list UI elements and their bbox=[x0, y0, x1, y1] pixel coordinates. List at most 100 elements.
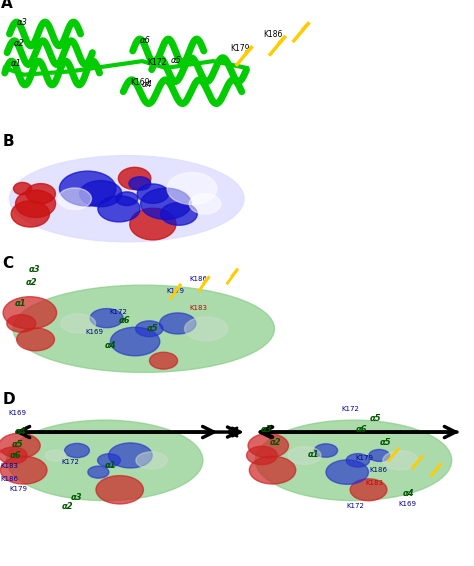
Text: K172: K172 bbox=[346, 503, 364, 508]
Ellipse shape bbox=[98, 196, 140, 222]
Text: α3: α3 bbox=[17, 19, 27, 28]
Text: α2: α2 bbox=[270, 438, 282, 447]
Ellipse shape bbox=[136, 321, 163, 337]
Ellipse shape bbox=[141, 188, 191, 220]
Ellipse shape bbox=[7, 420, 203, 500]
Text: α2: α2 bbox=[13, 39, 24, 48]
Text: α2: α2 bbox=[62, 503, 73, 512]
Text: K172: K172 bbox=[341, 406, 359, 412]
Text: α5: α5 bbox=[171, 56, 182, 65]
Ellipse shape bbox=[90, 308, 123, 328]
Ellipse shape bbox=[80, 181, 122, 207]
Ellipse shape bbox=[369, 449, 390, 461]
Ellipse shape bbox=[0, 447, 27, 464]
Ellipse shape bbox=[189, 194, 221, 214]
Text: α3: α3 bbox=[71, 493, 83, 502]
Text: α6: α6 bbox=[9, 452, 21, 461]
Text: α4: α4 bbox=[104, 341, 116, 350]
Text: α4: α4 bbox=[403, 489, 415, 498]
Ellipse shape bbox=[160, 313, 196, 334]
Text: K169: K169 bbox=[130, 78, 150, 87]
Text: α3: α3 bbox=[28, 265, 40, 274]
Text: α6: α6 bbox=[118, 316, 130, 325]
Ellipse shape bbox=[59, 171, 116, 206]
Text: K172: K172 bbox=[62, 459, 80, 465]
Text: K169: K169 bbox=[9, 410, 27, 416]
Ellipse shape bbox=[26, 183, 55, 204]
Ellipse shape bbox=[130, 208, 176, 240]
Text: C: C bbox=[2, 256, 13, 271]
Ellipse shape bbox=[248, 434, 289, 458]
Text: α4: α4 bbox=[14, 427, 26, 436]
Text: α2: α2 bbox=[26, 278, 38, 287]
Ellipse shape bbox=[136, 452, 167, 469]
Ellipse shape bbox=[0, 433, 40, 458]
Ellipse shape bbox=[161, 203, 197, 225]
Text: α5: α5 bbox=[147, 324, 159, 333]
Text: K179: K179 bbox=[166, 288, 184, 294]
Text: K169: K169 bbox=[398, 500, 416, 507]
Ellipse shape bbox=[314, 444, 337, 457]
Ellipse shape bbox=[118, 168, 151, 190]
Text: K172: K172 bbox=[147, 58, 166, 67]
Ellipse shape bbox=[88, 466, 109, 478]
Text: B: B bbox=[2, 134, 14, 149]
Ellipse shape bbox=[246, 446, 277, 465]
Ellipse shape bbox=[249, 456, 296, 484]
Text: α5: α5 bbox=[379, 438, 391, 447]
Text: α1: α1 bbox=[308, 449, 320, 458]
Ellipse shape bbox=[109, 443, 152, 468]
Ellipse shape bbox=[346, 453, 370, 467]
Text: α5: α5 bbox=[370, 414, 382, 423]
Text: α1: α1 bbox=[104, 461, 116, 470]
Ellipse shape bbox=[184, 317, 228, 341]
Text: K179: K179 bbox=[356, 455, 374, 461]
Ellipse shape bbox=[17, 328, 55, 351]
Text: K179: K179 bbox=[230, 44, 249, 53]
Ellipse shape bbox=[64, 443, 90, 458]
Ellipse shape bbox=[61, 314, 96, 333]
Text: K183: K183 bbox=[190, 305, 208, 311]
Ellipse shape bbox=[288, 447, 321, 464]
Ellipse shape bbox=[16, 190, 55, 217]
Text: K183: K183 bbox=[365, 480, 383, 486]
Text: α4: α4 bbox=[142, 80, 153, 89]
Text: K183: K183 bbox=[0, 463, 18, 469]
Text: α6: α6 bbox=[140, 36, 151, 45]
Ellipse shape bbox=[96, 475, 144, 504]
Text: K172: K172 bbox=[109, 308, 127, 315]
Ellipse shape bbox=[0, 456, 47, 484]
Text: K169: K169 bbox=[85, 329, 103, 336]
Ellipse shape bbox=[7, 315, 36, 332]
Text: α6: α6 bbox=[356, 425, 367, 434]
Text: K179: K179 bbox=[9, 486, 27, 491]
Ellipse shape bbox=[3, 297, 56, 329]
Text: α1: α1 bbox=[10, 59, 21, 68]
Text: α5: α5 bbox=[12, 440, 24, 449]
Ellipse shape bbox=[137, 184, 169, 203]
Ellipse shape bbox=[255, 420, 452, 500]
Text: K186: K186 bbox=[190, 276, 208, 282]
Ellipse shape bbox=[326, 460, 368, 484]
Ellipse shape bbox=[167, 173, 217, 204]
Ellipse shape bbox=[110, 327, 160, 356]
Text: D: D bbox=[2, 392, 15, 407]
Ellipse shape bbox=[13, 182, 32, 195]
Ellipse shape bbox=[383, 451, 418, 470]
Text: K186: K186 bbox=[370, 466, 388, 473]
Text: α3: α3 bbox=[261, 425, 273, 434]
Ellipse shape bbox=[116, 192, 138, 205]
Text: K186: K186 bbox=[0, 476, 18, 482]
Text: α1: α1 bbox=[14, 299, 26, 308]
Ellipse shape bbox=[350, 479, 387, 501]
Text: A: A bbox=[1, 0, 13, 11]
Ellipse shape bbox=[11, 201, 49, 227]
Ellipse shape bbox=[58, 188, 91, 209]
Ellipse shape bbox=[9, 156, 244, 242]
Ellipse shape bbox=[98, 454, 120, 467]
Ellipse shape bbox=[13, 285, 274, 372]
Text: K186: K186 bbox=[263, 31, 283, 40]
Ellipse shape bbox=[46, 450, 66, 461]
Ellipse shape bbox=[129, 177, 151, 190]
Ellipse shape bbox=[149, 352, 178, 369]
